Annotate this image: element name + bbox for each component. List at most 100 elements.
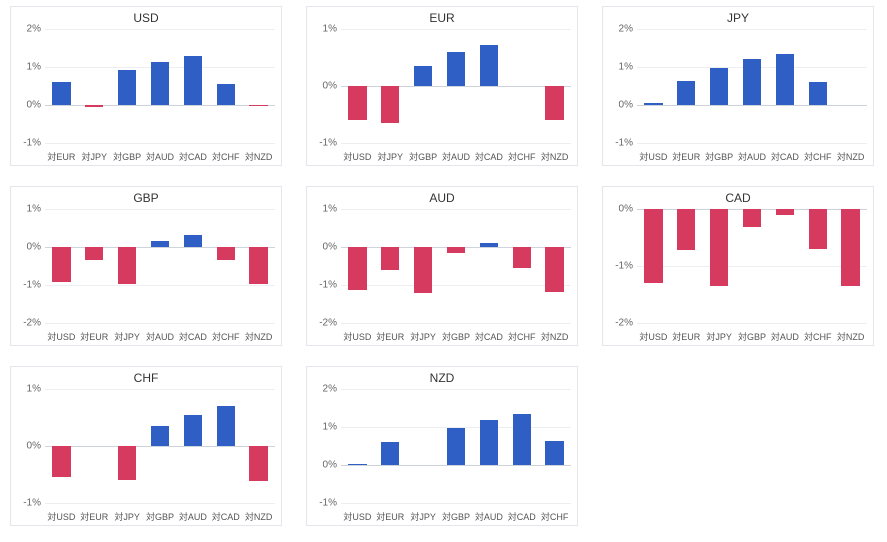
x-tick-label: 対AUD — [472, 510, 505, 523]
x-tick-label: 対CHF — [801, 330, 834, 343]
bar — [381, 247, 399, 270]
bar-slot — [505, 209, 538, 323]
x-tick-label: 対NZD — [242, 510, 275, 523]
y-tick-label: 0% — [27, 241, 45, 252]
bar — [513, 247, 531, 268]
bar-slot — [78, 389, 111, 503]
y-tick-label: -2% — [23, 318, 45, 329]
bar — [809, 209, 827, 249]
bar-slot — [440, 389, 473, 503]
x-tick-label: 対EUR — [670, 330, 703, 343]
bar — [118, 70, 136, 105]
x-tick-label: 対CAD — [472, 150, 505, 163]
y-tick-label: 0% — [27, 99, 45, 110]
y-tick-label: -1% — [23, 138, 45, 149]
bar — [480, 420, 498, 465]
y-tick-label: 1% — [27, 204, 45, 215]
y-tick-label: -1% — [319, 138, 341, 149]
bar — [545, 247, 563, 292]
bar — [776, 54, 794, 105]
bars-container — [637, 29, 867, 143]
x-tick-label: 対JPY — [407, 510, 440, 523]
y-tick-label: 1% — [323, 24, 341, 35]
bar-slot — [341, 29, 374, 143]
bar-slot — [176, 29, 209, 143]
y-tick-label: 0% — [323, 241, 341, 252]
bar — [841, 209, 859, 286]
bar — [348, 86, 366, 120]
x-tick-label: 対CHF — [209, 150, 242, 163]
y-tick-label: 2% — [323, 384, 341, 395]
gridline — [45, 503, 275, 504]
bar — [217, 406, 235, 446]
x-tick-label: 対CHF — [538, 510, 571, 523]
x-labels: 対USD対EUR対GBP対AUD対CAD対CHF対NZD — [637, 150, 867, 163]
x-tick-label: 対NZD — [538, 150, 571, 163]
x-tick-label: 対AUD — [144, 330, 177, 343]
bar — [809, 82, 827, 105]
bar — [184, 56, 202, 105]
x-tick-label: 対GBP — [407, 150, 440, 163]
x-tick-label: 対AUD — [768, 330, 801, 343]
bar — [52, 82, 70, 105]
x-tick-label: 対AUD — [736, 150, 769, 163]
x-tick-label: 対NZD — [834, 150, 867, 163]
bar — [52, 446, 70, 477]
bar-slot — [703, 209, 736, 323]
bars-container — [341, 389, 571, 503]
bar-slot — [341, 209, 374, 323]
bars-container — [45, 209, 275, 323]
bar — [480, 45, 498, 86]
x-labels: 対USD対EUR対JPY対GBP対AUD対CAD対NZD — [45, 510, 275, 523]
plot-area: -1%0%1%2% — [45, 29, 275, 143]
gridline — [45, 323, 275, 324]
chart-title: EUR — [311, 11, 573, 25]
bar-slot — [374, 29, 407, 143]
x-tick-label: 対JPY — [78, 150, 111, 163]
x-tick-label: 対GBP — [440, 510, 473, 523]
x-tick-label: 対AUD — [440, 150, 473, 163]
gridline — [45, 143, 275, 144]
bar — [217, 247, 235, 260]
bar-slot — [78, 209, 111, 323]
x-labels: 対USD対JPY対GBP対AUD対CAD対CHF対NZD — [341, 150, 571, 163]
bar-slot — [472, 29, 505, 143]
x-tick-label: 対AUD — [144, 150, 177, 163]
bars-container — [637, 209, 867, 323]
y-tick-label: -1% — [319, 498, 341, 509]
bars-container — [341, 209, 571, 323]
bar-slot — [440, 29, 473, 143]
bars-container — [45, 389, 275, 503]
bar — [644, 209, 662, 283]
bar-slot — [242, 209, 275, 323]
x-tick-label: 対GBP — [144, 510, 177, 523]
x-tick-label: 対AUD — [176, 510, 209, 523]
chart-panel-gbp: GBP-2%-1%0%1%対USD対EUR対JPY対AUD対CAD対CHF対NZ… — [10, 186, 282, 346]
gridline — [341, 143, 571, 144]
bar-slot — [801, 209, 834, 323]
bar — [249, 446, 267, 481]
chart-title: CHF — [15, 371, 277, 385]
chart-title: AUD — [311, 191, 573, 205]
x-tick-label: 対GBP — [440, 330, 473, 343]
x-tick-label: 対CHF — [209, 330, 242, 343]
y-tick-label: 1% — [323, 421, 341, 432]
bar-slot — [45, 389, 78, 503]
bar-slot — [538, 209, 571, 323]
gridline — [637, 323, 867, 324]
bar-slot — [834, 209, 867, 323]
bar-slot — [242, 389, 275, 503]
bar — [348, 464, 366, 465]
bar — [447, 247, 465, 253]
bar — [743, 209, 761, 227]
bar-slot — [111, 209, 144, 323]
x-labels: 対USD対EUR対JPY対GBP対AUD対CHF対NZD — [637, 330, 867, 343]
bar-slot — [144, 209, 177, 323]
x-tick-label: 対NZD — [242, 150, 275, 163]
plot-area: -2%-1%0%1% — [341, 209, 571, 323]
plot-area: -1%0%1% — [341, 29, 571, 143]
x-tick-label: 対JPY — [111, 510, 144, 523]
bar-slot — [407, 389, 440, 503]
bar — [348, 247, 366, 290]
gridline — [637, 143, 867, 144]
